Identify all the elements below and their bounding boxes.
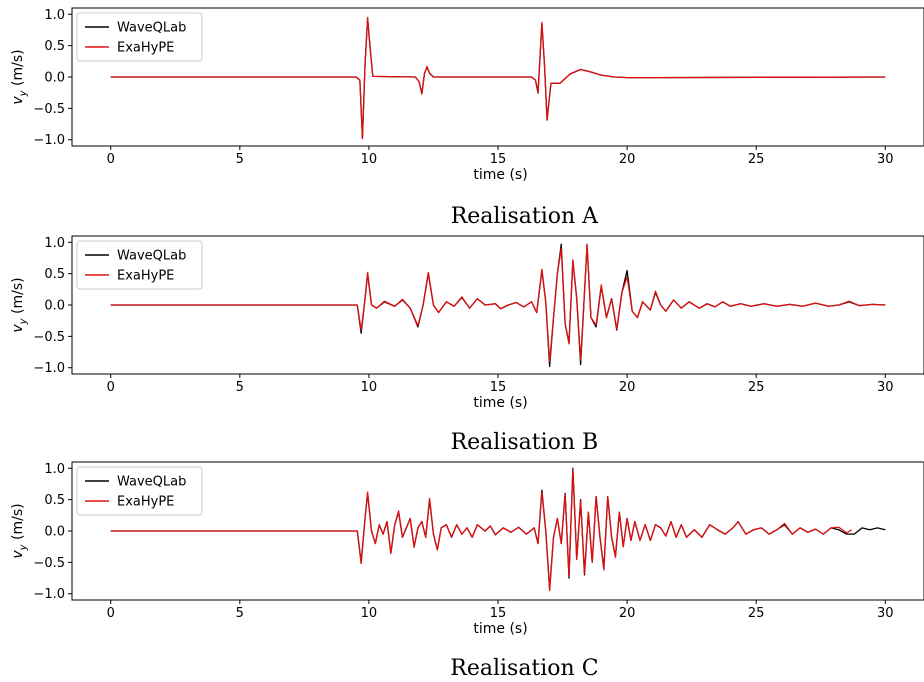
y-tick-label: 0.5 (44, 267, 65, 282)
x-tick-label: 25 (748, 606, 765, 621)
legend-label-waveqlab: WaveQLab (117, 21, 186, 36)
x-tick-label: 0 (107, 152, 115, 167)
x-tick-label: 25 (748, 380, 765, 395)
x-tick-label: 5 (236, 380, 244, 395)
y-tick-label: 1.0 (44, 462, 65, 477)
x-tick-label: 10 (361, 606, 378, 621)
y-tick-label: 0.0 (44, 299, 65, 314)
legend-label-exahype: ExaHyPE (117, 269, 174, 284)
x-axis-label: time (s) (473, 621, 527, 637)
x-axis-label: time (s) (473, 167, 527, 183)
y-axis-label: vy (m/s) (10, 503, 29, 558)
y-tick-label: −0.5 (33, 102, 65, 117)
legend-box (76, 12, 203, 62)
x-tick-label: 0 (107, 380, 115, 395)
x-tick-label: 15 (490, 606, 507, 621)
x-tick-label: 30 (877, 380, 894, 395)
x-axis-label: time (s) (473, 395, 527, 411)
x-tick-label: 25 (748, 152, 765, 167)
x-tick-label: 5 (236, 152, 244, 167)
panel-caption: Realisation C (450, 656, 598, 681)
legend: WaveQLab ExaHyPE (76, 240, 203, 290)
chart-panel-1: 0 5 10 15 20 25 30 −1.0 −0.5 0.0 0.5 1.0 time (s) vy … (10, 7, 924, 229)
y-tick-label: −0.5 (33, 556, 65, 571)
legend-box (76, 466, 203, 516)
legend-label-waveqlab: WaveQLab (117, 475, 186, 490)
chart-panel-2: 0 5 10 15 20 25 30 −1.0 −0.5 0.0 0.5 1.0 time (s) vy … (10, 235, 924, 455)
x-tick-label: 20 (619, 380, 636, 395)
x-tick-label: 5 (236, 606, 244, 621)
panel-caption: Realisation B (451, 430, 599, 455)
legend-label-exahype: ExaHyPE (117, 41, 174, 56)
x-tick-label: 30 (877, 152, 894, 167)
legend-label-exahype: ExaHyPE (117, 495, 174, 510)
legend: WaveQLab ExaHyPE (76, 466, 203, 516)
series-line-exahype (110, 468, 853, 592)
y-tick-label: 1.0 (44, 236, 65, 251)
legend-label-waveqlab: WaveQLab (117, 249, 186, 264)
y-tick-label: 0.5 (44, 493, 65, 508)
panel-caption: Realisation A (451, 204, 599, 229)
x-tick-label: 15 (490, 152, 507, 167)
y-tick-label: 0.0 (44, 71, 65, 86)
x-tick-label: 20 (619, 606, 636, 621)
legend-box (76, 240, 203, 290)
y-tick-label: −0.5 (33, 330, 65, 345)
x-tick-label: 0 (107, 606, 115, 621)
chart-panel-3: 0 5 10 15 20 25 30 −1.0 −0.5 0.0 0.5 1.0 time (s) vy … (10, 461, 924, 681)
legend: WaveQLab ExaHyPE (76, 12, 203, 62)
series-line-exahype (110, 16, 886, 140)
y-tick-label: −1.0 (33, 133, 65, 148)
x-tick-label: 10 (361, 152, 378, 167)
x-tick-label: 15 (490, 380, 507, 395)
y-tick-label: −1.0 (33, 587, 65, 602)
x-tick-label: 20 (619, 152, 636, 167)
x-tick-label: 10 (361, 380, 378, 395)
y-tick-label: 0.0 (44, 525, 65, 540)
y-axis-label: vy (m/s) (10, 49, 29, 104)
y-tick-label: −1.0 (33, 361, 65, 376)
series-line-exahype (110, 243, 886, 363)
x-tick-label: 30 (877, 606, 894, 621)
y-tick-label: 0.5 (44, 39, 65, 54)
y-axis-label: vy (m/s) (10, 277, 29, 332)
series-line-waveqlab (110, 467, 886, 590)
series-line-waveqlab (110, 18, 886, 140)
y-tick-label: 1.0 (44, 8, 65, 23)
